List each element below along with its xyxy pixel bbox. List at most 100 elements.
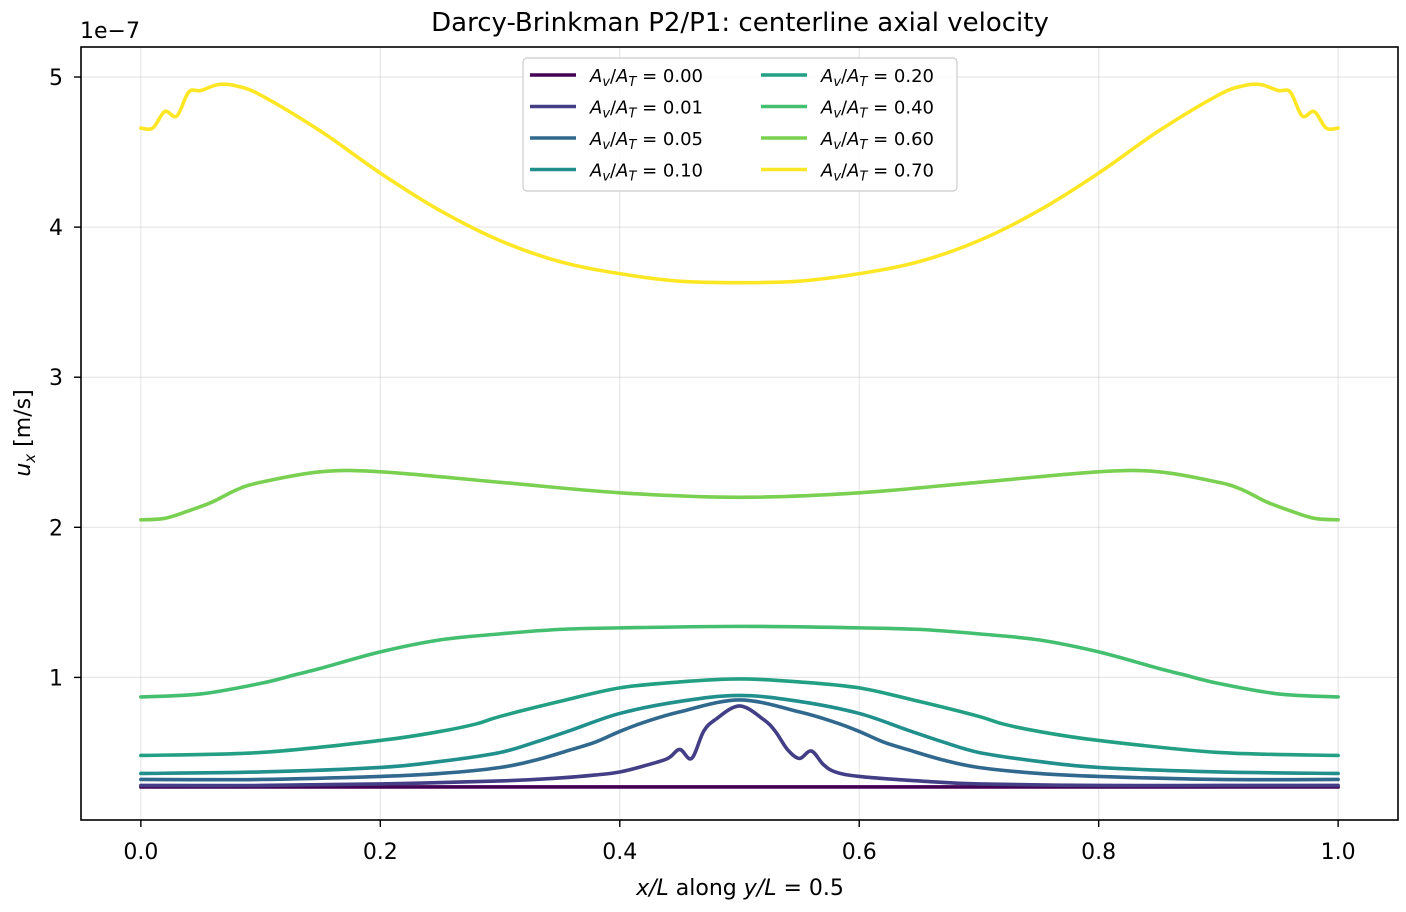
legend-label-part: A [615,66,628,87]
legend-label-part: / [841,66,848,87]
legend-label-3: Av/AT = 0.10 [589,161,703,185]
legend-label-part: A [615,129,628,150]
legend-label-part: v [602,138,610,153]
legend-label-part: = [867,66,894,87]
legend-label-part: A [820,161,833,182]
series-line-4 [139,677,1340,758]
y-tick-label: 4 [49,216,63,241]
y-axis-label-sub: x [21,454,39,464]
legend-label-part: / [610,161,617,182]
legend-label-part: T [628,75,637,90]
legend-label-part: A [846,161,859,182]
legend-label-part: 0.60 [894,129,934,150]
legend-label-0: Av/AT = 0.00 [589,66,703,90]
x-tick-label: 0.6 [842,840,877,865]
legend-label-part: v [602,170,610,185]
legend-label-part: A [820,129,833,150]
legend-label-part: / [610,66,617,87]
series-group [139,82,1340,789]
legend-label-part: = [867,129,894,150]
axes-frame [80,46,1399,821]
legend-label-part: / [841,129,848,150]
chart-title: Darcy-Brinkman P2/P1: centerline axial v… [431,8,1049,38]
legend-label-part: 0.01 [663,98,703,119]
series-line-5 [139,624,1340,699]
series-line-2 [139,698,1340,782]
legend-label-part: v [833,75,841,90]
series-line-1 [139,704,1340,788]
y-axis-label-tail: [m/s] [11,389,36,453]
legend-label-6: Av/AT = 0.60 [820,129,934,153]
x-tick-label: 0.2 [363,840,398,865]
legend-label-part: A [615,98,628,119]
y-tick-label: 5 [49,66,63,91]
legend-label-part: T [859,138,868,153]
legend-label-part: T [628,138,637,153]
y-axis-label-group: ux [m/s] [11,389,39,476]
legend-label-part: T [628,170,637,185]
x-axis-label-tail: = 0.5 [776,876,843,901]
legend-label-part: = [636,98,663,119]
legend-label-part: A [846,98,859,119]
legend-frame [522,57,958,192]
ticks: 0.0 0.2 0.4 0.6 0.8 1.0 1 2 3 4 5 [49,66,1356,865]
legend-label-part: / [841,161,848,182]
legend-label-part: v [602,75,610,90]
legend-label-5: Av/AT = 0.40 [820,98,934,122]
legend-label-2: Av/AT = 0.05 [589,129,703,153]
series-line-6 [139,468,1340,522]
x-tick-label: 0.4 [602,840,637,865]
legend-label-part: T [859,107,868,122]
legend-label-part: A [589,129,602,150]
legend-label-part: v [833,107,841,122]
legend-label-part: A [589,161,602,182]
legend-label-1: Av/AT = 0.01 [589,98,703,122]
legend-label-7: Av/AT = 0.70 [820,161,934,185]
legend-label-part: 0.00 [663,66,703,87]
legend-label-4: Av/AT = 0.20 [820,66,934,90]
legend-label-part: v [833,138,841,153]
legend-label-part: A [589,66,602,87]
legend-label-part: A [846,129,859,150]
series-line-3 [139,693,1340,776]
x-tick-label: 0.0 [123,840,158,865]
y-tick-label: 1 [49,666,63,691]
x-tick-label: 0.8 [1081,840,1116,865]
legend-label-part: 0.10 [663,161,703,182]
legend-label-part: A [615,161,628,182]
legend-label-part: / [610,129,617,150]
y-axis-label: ux [m/s] [11,389,39,476]
legend-label-part: / [610,98,617,119]
legend-label-part: = [867,98,894,119]
legend-label-part: 0.40 [894,98,934,119]
legend-label-part: A [820,98,833,119]
x-tick-label: 1.0 [1321,840,1356,865]
legend-label-part: 0.05 [663,129,703,150]
y-offset-label: 1e−7 [80,19,140,44]
x-axis-label-var2: y/L [743,876,777,901]
legend-label-part: T [628,107,637,122]
x-axis-label: x/L along y/L = 0.5 [635,876,844,901]
x-axis-label-mid: along [669,876,744,901]
legend-label-part: T [859,75,868,90]
y-tick-label: 3 [49,366,63,391]
y-tick-label: 2 [49,516,63,541]
y-axis-label-var: u [11,463,36,477]
legend-label-part: v [833,170,841,185]
legend-label-part: 0.20 [894,66,934,87]
legend-label-part: 0.70 [894,161,934,182]
legend-label-part: A [820,66,833,87]
legend-label-part: = [636,161,663,182]
legend-label-part: = [636,66,663,87]
legend-label-part: T [859,170,868,185]
legend-label-part: / [841,98,848,119]
legend-label-part: v [602,107,610,122]
legend-label-part: A [846,66,859,87]
legend-label-part: A [589,98,602,119]
legend-label-part: = [867,161,894,182]
x-axis-label-var: x/L [635,876,669,901]
legend-label-part: = [636,129,663,150]
series-line-7 [139,82,1340,285]
